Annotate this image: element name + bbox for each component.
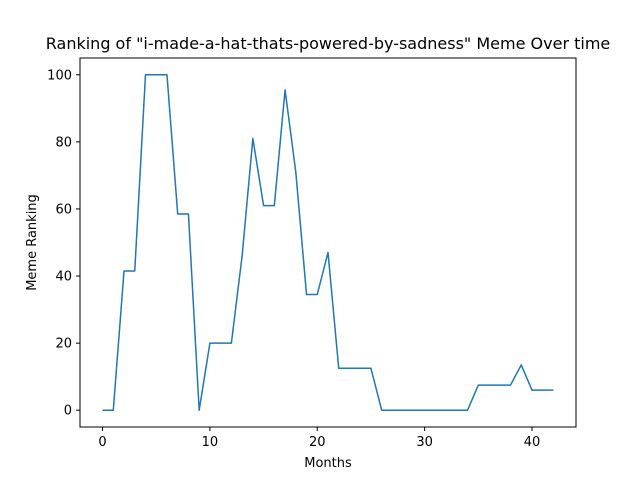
y-axis: 0 20 40 60 80 100 xyxy=(47,68,80,419)
x-tick-label: 40 xyxy=(524,435,541,450)
x-axis-label: Months xyxy=(304,456,352,471)
x-tick-label: 10 xyxy=(202,435,219,450)
x-axis: 0 10 20 30 40 xyxy=(98,427,540,450)
y-tick-label: 60 xyxy=(55,202,72,217)
y-tick-label: 40 xyxy=(55,270,72,285)
series-line-0 xyxy=(102,74,554,411)
x-tick-label: 20 xyxy=(309,435,326,450)
y-axis-label: Meme Ranking xyxy=(25,194,40,291)
x-tick-label: 0 xyxy=(98,435,106,450)
x-tick-label: 30 xyxy=(416,435,433,450)
y-tick-label: 100 xyxy=(47,68,72,83)
chart-title: Ranking of "i-made-a-hat-thats-powered-b… xyxy=(46,34,611,53)
y-tick-label: 80 xyxy=(55,135,72,150)
y-tick-label: 20 xyxy=(55,337,72,352)
plot-area xyxy=(102,74,554,411)
y-tick-label: 0 xyxy=(64,404,72,419)
plot-frame xyxy=(79,57,577,428)
